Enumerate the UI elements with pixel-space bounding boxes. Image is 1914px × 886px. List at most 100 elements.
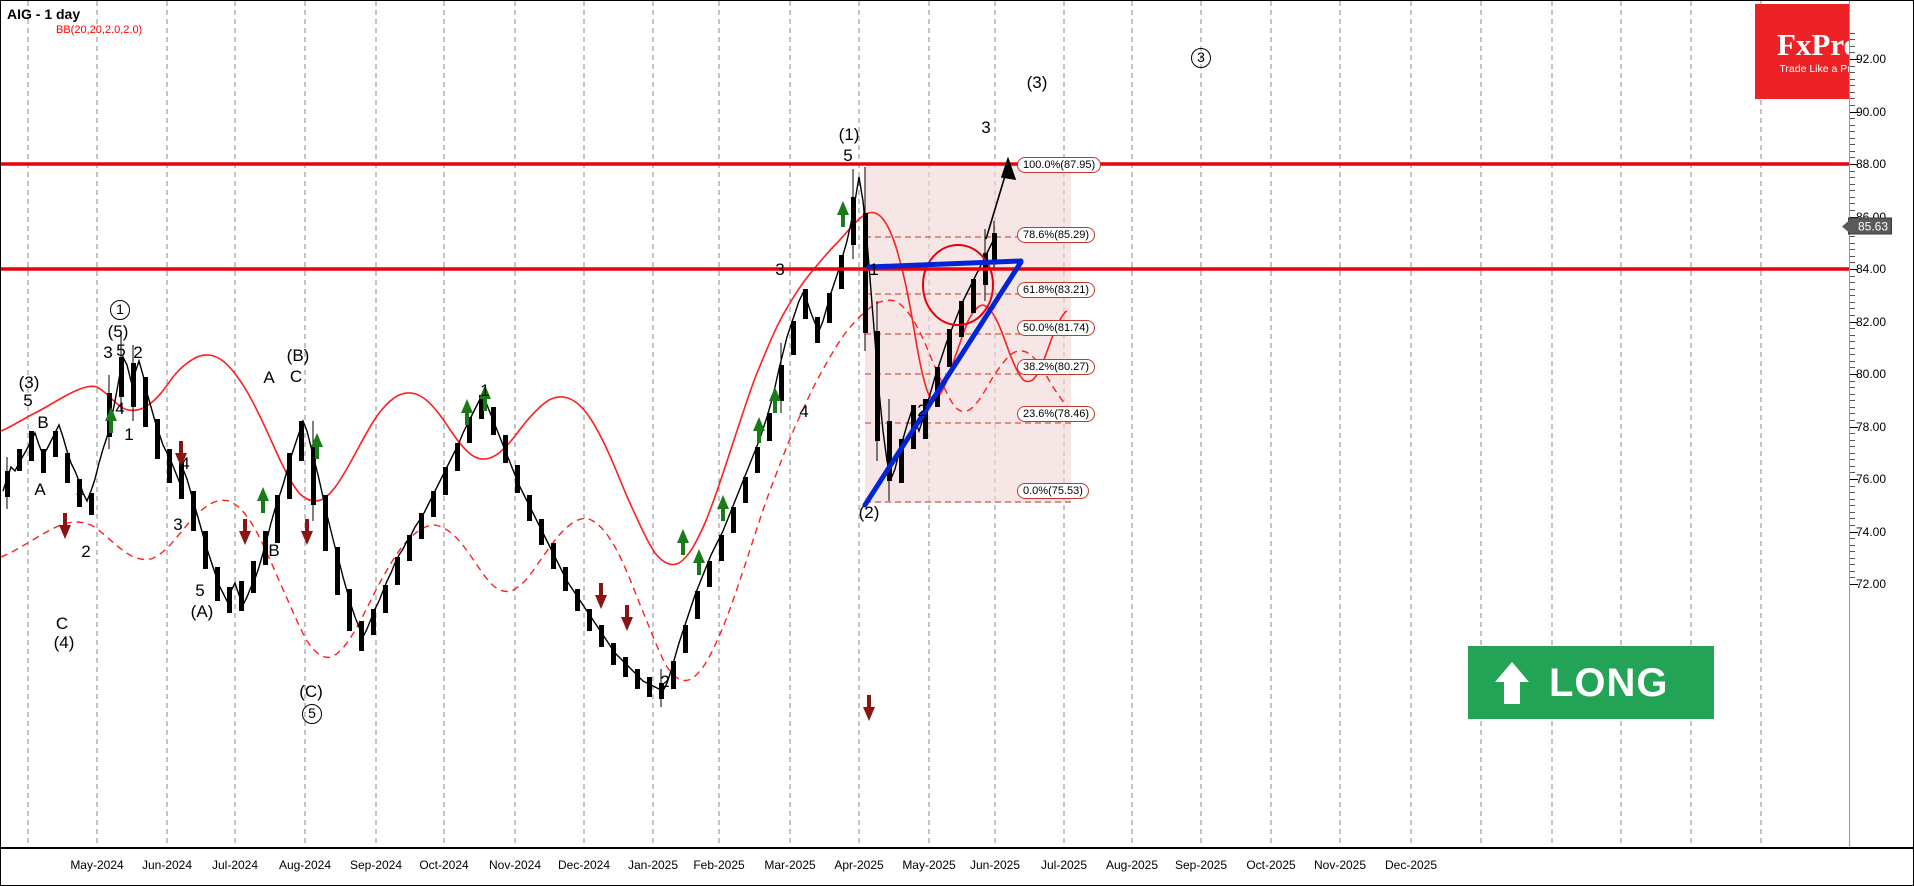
fxpro-logo: FxPro Trade Like a Pro (1755, 4, 1849, 99)
time-tick-label: Dec-2024 (557, 858, 611, 872)
wave-label: 4 (799, 402, 809, 421)
price-minor-tick (1850, 544, 1855, 546)
price-minor-tick (1850, 347, 1855, 349)
brand-name: FxPro (1776, 26, 1849, 62)
price-minor-tick (1850, 551, 1855, 553)
price-minor-tick (1850, 334, 1855, 336)
wave-label: 5 (116, 341, 126, 360)
price-minor-tick (1850, 190, 1855, 192)
price-minor-tick (1850, 104, 1855, 106)
price-minor-tick (1850, 45, 1855, 47)
wave-label: 4 (180, 454, 190, 473)
price-major-tick (1850, 426, 1858, 428)
trendline-upper-blue (866, 258, 1024, 270)
price-major-tick (1850, 531, 1858, 533)
price-tick-label: 88.00 (1856, 157, 1887, 171)
price-minor-tick (1850, 406, 1855, 408)
candle-wicks (6, 167, 995, 707)
projection-arrow (985, 156, 1017, 240)
price-minor-tick (1850, 236, 1855, 238)
time-axis[interactable]: May-2024 Jun-2024 Jul-2024 Aug-2024 Sep-2024… (1, 847, 1913, 885)
fib-level-label: 78.6%(85.29) (1017, 227, 1096, 244)
price-major-tick (1850, 164, 1858, 165)
price-minor-tick (1850, 177, 1855, 179)
price-minor-tick (1850, 360, 1855, 362)
bb-upper-band (1, 211, 1068, 566)
wave-label: 1 (869, 260, 879, 279)
signal-label: LONG (1549, 660, 1669, 705)
price-minor-tick (1850, 564, 1855, 566)
wave-label: 1 (480, 381, 490, 400)
fib-level-label: 100.0%(87.95) (1017, 157, 1102, 174)
time-tick-label: Sep-2025 (1174, 858, 1228, 872)
price-minor-tick (1850, 32, 1855, 34)
highlight-ellipse (922, 244, 994, 326)
chart-plot-area[interactable]: AIG - 1 day BB(20,20,2.0,2.0) (3) 5 B A 1 2 C(… (1, 1, 1849, 847)
price-minor-tick (1850, 118, 1855, 120)
page-title: AIG - 1 day (7, 6, 81, 22)
time-tick-label: Aug-2025 (1105, 858, 1159, 872)
wave-label: (A) (190, 602, 214, 621)
fib-level-label: 50.0%(81.74) (1017, 320, 1096, 337)
price-minor-tick (1850, 78, 1855, 80)
price-minor-tick (1850, 150, 1855, 152)
wave-label: C (55, 614, 69, 633)
price-major-tick (1850, 59, 1858, 60)
price-minor-tick (1850, 39, 1855, 41)
wave-label: (C) (299, 682, 323, 701)
price-minor-tick (1850, 380, 1855, 382)
wave-label: (B) (286, 346, 310, 365)
price-major-tick (1850, 111, 1858, 113)
price-minor-tick (1850, 577, 1855, 579)
brand-tagline: Trade Like a Pro (1779, 62, 1849, 75)
wave-label: (5) (107, 322, 129, 341)
price-minor-tick (1850, 354, 1855, 356)
status-badge: LONG (1468, 646, 1714, 719)
price-axis[interactable]: 92.00 90.00 88.00 86.00 84.00 82.00 80.00 78.00… (1841, 1, 1913, 847)
price-minor-tick (1850, 419, 1855, 421)
price-minor-tick (1850, 393, 1855, 395)
price-minor-tick (1850, 308, 1855, 310)
wave-label: 5 (843, 146, 853, 165)
wave-label: B (37, 413, 49, 432)
price-minor-tick (1850, 492, 1855, 494)
wave-label: 3 (981, 118, 991, 137)
price-minor-tick (1850, 288, 1855, 290)
time-tick-label: May-2025 (902, 858, 956, 872)
price-major-tick (1850, 374, 1858, 375)
price-minor-tick (1850, 196, 1855, 198)
price-minor-tick (1850, 446, 1855, 448)
time-tick-label: Feb-2025 (693, 858, 745, 872)
price-minor-tick (1850, 242, 1855, 244)
wave-label: 3 (103, 343, 113, 362)
fib-level-label: 0.0%(75.53) (1017, 483, 1089, 500)
wave-label: (4) (53, 633, 75, 652)
time-tick-label: Dec-2025 (1384, 858, 1438, 872)
last-price-tag: 85.63 (1841, 217, 1893, 235)
time-tick-label: May-2024 (70, 858, 124, 872)
wave-label: 2 (81, 542, 91, 561)
wave-label: 3 (1191, 48, 1211, 68)
trendline-lower-blue (862, 259, 1024, 508)
price-minor-tick (1850, 183, 1855, 185)
price-minor-tick (1850, 511, 1855, 513)
wave-label: 4 (115, 399, 125, 418)
price-minor-tick (1850, 465, 1855, 467)
fib-level-label: 38.2%(80.27) (1017, 358, 1096, 375)
time-tick-label: Jun-2024 (141, 858, 193, 872)
price-minor-tick (1850, 98, 1855, 100)
price-minor-tick (1850, 131, 1855, 133)
wave-label: 1 (110, 300, 130, 320)
wave-label: 1 (124, 425, 134, 444)
price-minor-tick (1850, 249, 1855, 251)
time-tick-label: Jan-2025 (627, 858, 679, 872)
price-minor-tick (1850, 52, 1855, 54)
time-tick-label: Nov-2024 (488, 858, 542, 872)
time-tick-label: Jul-2024 (211, 858, 259, 872)
price-minor-tick (1850, 485, 1855, 487)
price-minor-tick (1850, 255, 1855, 257)
price-minor-tick (1850, 524, 1855, 526)
price-tick-label: 84.00 (1856, 262, 1887, 276)
price-minor-tick (1850, 452, 1855, 454)
price-minor-tick (1850, 314, 1855, 316)
